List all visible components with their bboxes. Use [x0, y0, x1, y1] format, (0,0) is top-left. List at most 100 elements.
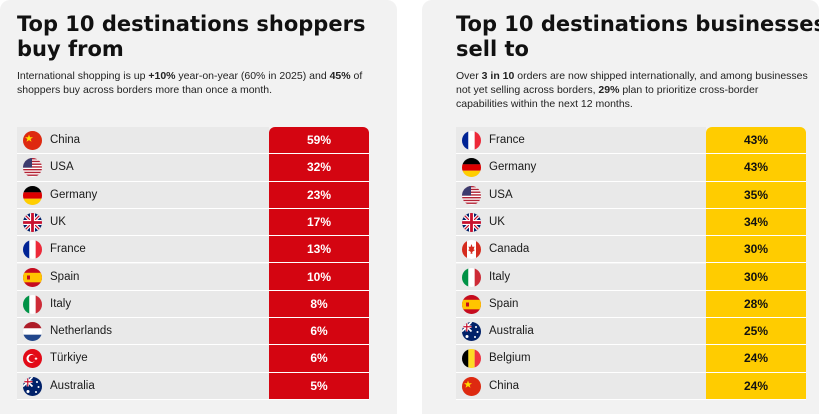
- subtitle-text: of shoppers buy across borders more than…: [17, 70, 363, 96]
- uk-flag-icon: [23, 212, 42, 232]
- country-label: Canada: [489, 243, 530, 256]
- country-label: China: [50, 134, 81, 146]
- percentage-value: 32%: [306, 160, 332, 175]
- ca-flag-icon: [462, 240, 481, 260]
- table-row: USA 35%: [456, 181, 806, 209]
- row-background: [17, 318, 269, 345]
- shoppers-value-column: [269, 127, 369, 400]
- country-label: Belgium: [489, 352, 531, 365]
- country-label: Italy: [50, 297, 72, 310]
- row-background: [456, 236, 706, 263]
- subtitle-text: year-on-year (60% in 2025) and: [175, 70, 330, 82]
- table-row: Australia 5%: [17, 372, 369, 400]
- row-background: [17, 372, 269, 399]
- percentage-value: 34%: [743, 214, 769, 229]
- row-background: [17, 263, 269, 290]
- country-label: Australia: [50, 379, 95, 392]
- au-flag-icon: [23, 376, 42, 396]
- row-background: [17, 127, 269, 154]
- table-row: Belgium 24%: [456, 345, 806, 373]
- row-background: [456, 263, 706, 290]
- table-row: Australia 25%: [456, 318, 806, 346]
- subtitle-text: plan to prioritize cross-border capabili…: [456, 84, 759, 110]
- table-row: UK 34%: [456, 208, 806, 237]
- us-flag-icon: [462, 185, 481, 205]
- subtitle-text: Over: [456, 70, 482, 82]
- row-background: [17, 345, 269, 372]
- subtitle-highlight: +10%: [148, 70, 176, 82]
- country-label: USA: [489, 188, 513, 201]
- au-flag-icon: [462, 322, 481, 342]
- row-background: [456, 372, 706, 399]
- shoppers-title: Top 10 destinations shoppers buy from: [17, 12, 366, 61]
- table-row: Netherlands 6%: [17, 318, 369, 346]
- row-background: [456, 318, 706, 345]
- percentage-value: 5%: [310, 378, 328, 393]
- row-background: [17, 181, 269, 208]
- country-label: USA: [50, 161, 74, 174]
- table-row: Spain 10%: [17, 263, 369, 291]
- percentage-value: 43%: [743, 133, 769, 147]
- row-background: [456, 127, 706, 154]
- subtitle-text: International shopping is up: [17, 70, 149, 82]
- es-flag-icon: [23, 267, 42, 287]
- businesses-subtitle: Over 3 in 10 orders are now shipped inte…: [456, 69, 811, 111]
- it-flag-icon: [462, 267, 481, 287]
- percentage-value: 30%: [743, 269, 769, 284]
- table-row: Italy 8%: [17, 290, 369, 319]
- table-row: Spain 28%: [456, 290, 806, 319]
- cn-flag-icon: [462, 376, 481, 396]
- country-label: Netherlands: [50, 325, 113, 338]
- country-label: Australia: [489, 325, 534, 338]
- country-label: Türkiye: [50, 352, 88, 365]
- table-row: Germany 43%: [456, 154, 806, 182]
- country-label: UK: [50, 215, 66, 228]
- subtitle-highlight: 29%: [598, 84, 620, 96]
- tr-flag-icon: [23, 349, 42, 369]
- row-background: [456, 154, 706, 181]
- subtitle-highlight: 45%: [329, 70, 351, 82]
- table-row: China 24%: [456, 372, 806, 400]
- percentage-value: 6%: [310, 351, 328, 366]
- shoppers-subtitle: International shopping is up +10% year-o…: [17, 69, 387, 97]
- businesses-value-column: [706, 127, 806, 400]
- table-row: Italy 30%: [456, 263, 806, 291]
- country-label: Italy: [489, 270, 511, 283]
- row-background: [17, 290, 269, 318]
- businesses-title: Top 10 destinations businesses sell to: [456, 12, 819, 61]
- country-label: Spain: [50, 270, 80, 283]
- table-row: France 13%: [17, 236, 369, 264]
- percentage-value: 6%: [310, 324, 328, 339]
- shoppers-panel: Top 10 destinations shoppers buy from In…: [0, 0, 397, 414]
- table-row: China 59%: [17, 127, 369, 155]
- table-row: USA 32%: [17, 154, 369, 182]
- country-label: Germany: [489, 161, 537, 174]
- de-flag-icon: [462, 158, 481, 178]
- percentage-value: 13%: [306, 242, 332, 257]
- table-row: Canada 30%: [456, 236, 806, 264]
- de-flag-icon: [23, 185, 42, 205]
- shoppers-table: China 59% USA 32% Germany 23% UK 17% France 13% Sp…: [17, 127, 369, 400]
- percentage-value: 28%: [743, 296, 769, 311]
- row-background: [17, 154, 269, 181]
- row-background: [17, 208, 269, 236]
- nl-flag-icon: [23, 322, 42, 342]
- cn-flag-icon: [23, 131, 42, 150]
- country-label: UK: [489, 215, 505, 228]
- table-row: France 43%: [456, 127, 806, 155]
- it-flag-icon: [23, 294, 42, 314]
- percentage-value: 24%: [743, 351, 769, 366]
- fr-flag-icon: [462, 131, 481, 150]
- businesses-table: France 43% Germany 43% USA 35% UK 34% Canada 30% I…: [456, 127, 806, 400]
- row-background: [456, 208, 706, 236]
- row-background: [456, 181, 706, 208]
- us-flag-icon: [23, 158, 42, 178]
- percentage-value: 30%: [743, 242, 769, 257]
- percentage-value: 35%: [743, 187, 769, 202]
- table-row: UK 17%: [17, 208, 369, 237]
- es-flag-icon: [462, 294, 481, 314]
- row-background: [17, 236, 269, 263]
- businesses-panel: Top 10 destinations businesses sell to O…: [422, 0, 819, 414]
- table-row: Germany 23%: [17, 181, 369, 209]
- uk-flag-icon: [462, 212, 481, 232]
